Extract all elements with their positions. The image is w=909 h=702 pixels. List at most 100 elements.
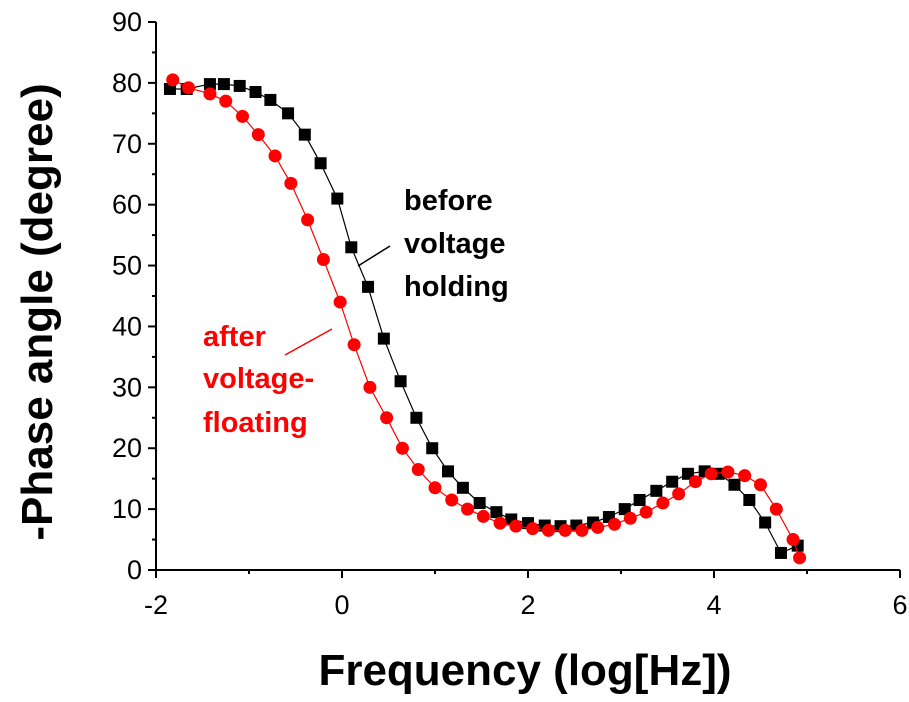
data-point xyxy=(380,411,394,425)
data-point xyxy=(633,493,646,506)
data-point xyxy=(182,81,196,95)
annotation-before-line-3: holding xyxy=(404,271,509,303)
data-point xyxy=(509,519,523,533)
y-tick-label: 70 xyxy=(112,129,142,159)
data-point xyxy=(456,481,469,494)
data-point xyxy=(301,213,315,227)
data-point xyxy=(476,509,490,523)
data-point xyxy=(704,467,718,481)
data-point xyxy=(623,511,637,525)
annotation-after-line-2: voltage- xyxy=(203,363,314,395)
series-layer xyxy=(163,73,807,565)
data-point xyxy=(426,442,439,455)
data-point xyxy=(445,493,459,507)
data-point xyxy=(656,496,670,510)
annotation-before-voltage-holding: before voltage holding xyxy=(357,185,509,303)
data-point xyxy=(461,502,475,516)
data-point xyxy=(793,551,807,565)
annotation-leader-line-before xyxy=(357,245,391,267)
data-point xyxy=(541,523,555,537)
series-1 xyxy=(163,78,804,559)
data-point xyxy=(233,79,246,92)
data-point xyxy=(681,467,694,480)
y-tick-label: 90 xyxy=(112,7,142,37)
data-point xyxy=(442,465,455,478)
x-tick-label: -2 xyxy=(144,590,168,620)
data-point xyxy=(743,493,756,506)
y-tick-label: 80 xyxy=(112,68,142,98)
y-tick-label: 50 xyxy=(112,251,142,281)
data-point xyxy=(774,546,787,559)
x-tick-label: 6 xyxy=(892,590,907,620)
data-point xyxy=(249,86,262,99)
data-point xyxy=(728,478,741,491)
data-point xyxy=(166,73,180,87)
data-point xyxy=(526,522,540,536)
data-point xyxy=(251,128,265,142)
data-point xyxy=(759,516,772,529)
annotation-before-line-2: voltage xyxy=(404,228,506,260)
data-point xyxy=(316,252,330,266)
data-point xyxy=(347,338,361,352)
data-point xyxy=(314,157,327,170)
data-point xyxy=(284,176,298,190)
annotation-leader-line-after xyxy=(284,328,333,356)
data-point xyxy=(410,411,423,424)
data-point xyxy=(428,481,442,495)
data-point xyxy=(575,523,589,537)
data-point xyxy=(688,475,702,489)
y-tick-label: 40 xyxy=(112,311,142,341)
y-tick-label: 20 xyxy=(112,433,142,463)
y-tick-label: 30 xyxy=(112,372,142,402)
data-point xyxy=(607,517,621,531)
y-axis-title: -Phase angle (degree) xyxy=(13,83,62,540)
annotation-after-line-3: floating xyxy=(203,407,308,439)
data-point xyxy=(493,516,507,530)
annotation-after-voltage-floating: after voltage- floating xyxy=(203,321,333,439)
data-point xyxy=(394,375,407,388)
x-tick-label: 0 xyxy=(334,590,349,620)
x-tick-label: 2 xyxy=(520,590,535,620)
data-point xyxy=(219,94,233,108)
data-point xyxy=(721,465,735,479)
data-point xyxy=(558,523,572,537)
data-point xyxy=(333,295,347,309)
data-point xyxy=(639,505,653,519)
x-axis-title: Frequency (log[Hz]) xyxy=(318,646,731,695)
series-line xyxy=(172,79,801,559)
data-point xyxy=(395,441,409,455)
annotation-before-line-1: before xyxy=(404,185,493,217)
data-point xyxy=(264,93,277,106)
data-point xyxy=(331,192,344,205)
data-point xyxy=(235,109,249,123)
data-point xyxy=(738,469,752,483)
data-point xyxy=(754,478,767,492)
data-point xyxy=(363,380,377,394)
data-point xyxy=(473,497,486,510)
data-point xyxy=(217,78,230,91)
y-tick-label: 0 xyxy=(127,555,142,585)
data-point xyxy=(345,241,358,254)
data-point xyxy=(666,475,679,488)
data-point xyxy=(490,506,503,519)
data-point xyxy=(203,78,216,91)
annotation-after-line-1: after xyxy=(203,321,266,353)
data-point xyxy=(377,332,390,345)
series-line xyxy=(169,83,798,554)
data-point xyxy=(650,484,663,497)
data-point xyxy=(618,503,631,516)
data-point xyxy=(298,128,311,141)
data-point xyxy=(411,463,425,477)
data-point xyxy=(362,280,375,293)
data-point xyxy=(591,520,605,534)
data-point xyxy=(769,502,783,516)
y-tick-label: 60 xyxy=(112,190,142,220)
x-tick-label: 4 xyxy=(706,590,721,620)
series-2 xyxy=(166,73,807,565)
data-point xyxy=(203,87,217,101)
y-tick-label: 10 xyxy=(112,494,142,524)
data-point xyxy=(268,149,282,163)
data-point xyxy=(672,487,686,501)
